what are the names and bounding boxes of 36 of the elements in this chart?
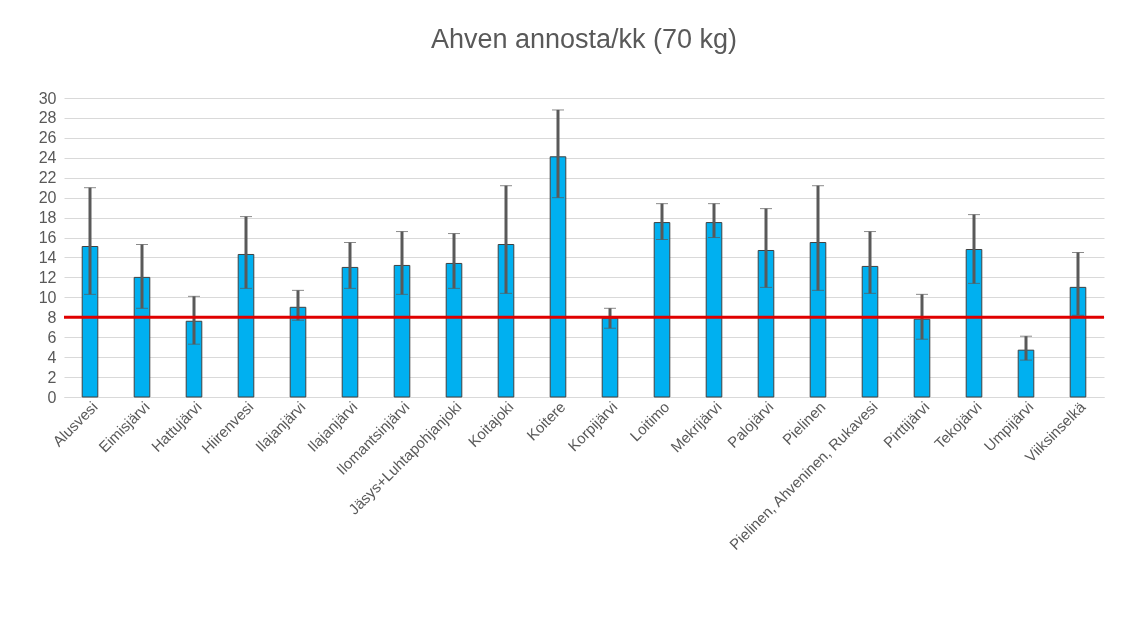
bar: [289, 306, 307, 398]
y-tick-label: 20: [38, 189, 57, 207]
bar: [601, 317, 619, 398]
bar: [393, 264, 411, 398]
y-tick-label: 6: [47, 328, 57, 346]
y-tick-label: 24: [38, 149, 57, 167]
y-tick-label: 28: [38, 109, 57, 127]
bar: [705, 222, 723, 398]
bar: [861, 265, 879, 398]
bar: [965, 248, 983, 398]
y-tick-label: 10: [38, 288, 57, 306]
bar: [341, 266, 359, 398]
bar: [1017, 349, 1035, 398]
y-tick-label: 0: [47, 388, 57, 406]
y-tick-label: 2: [47, 368, 57, 386]
chart-title: Ahven annosta/kk (70 kg): [430, 24, 738, 54]
y-tick-label: 30: [38, 89, 57, 107]
bar: [133, 276, 151, 398]
bar: [185, 320, 203, 398]
y-tick-label: 12: [38, 268, 57, 286]
y-tick-label: 22: [38, 169, 57, 187]
y-tick-label: 4: [47, 348, 57, 366]
y-tick-label: 26: [38, 129, 57, 147]
y-tick-label: 18: [38, 209, 57, 227]
bar: [549, 156, 567, 398]
bar: [497, 244, 515, 398]
bar: [237, 253, 255, 398]
y-tick-label: 16: [38, 229, 57, 247]
y-tick-label: 14: [38, 248, 57, 266]
bar: [445, 262, 463, 398]
bar: [653, 222, 671, 398]
bar: [1069, 286, 1087, 398]
bar: [81, 246, 99, 398]
y-tick-label: 8: [47, 308, 57, 326]
bar: [757, 249, 775, 398]
bar: [913, 318, 931, 398]
